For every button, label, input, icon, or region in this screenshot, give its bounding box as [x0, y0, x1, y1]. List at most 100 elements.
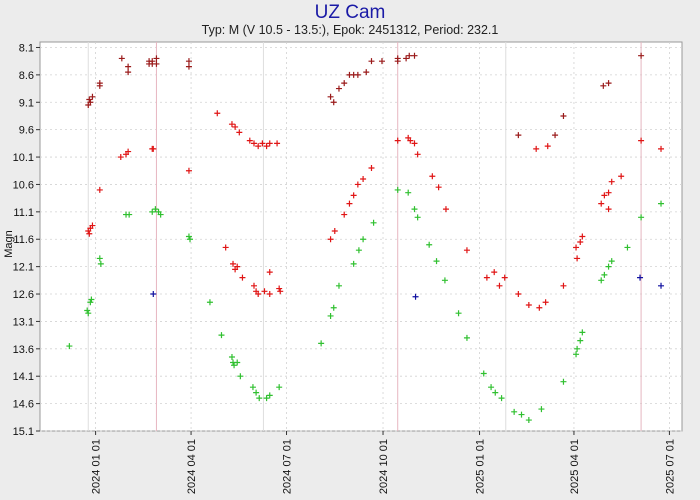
data-point [598, 277, 605, 284]
data-point [638, 214, 645, 221]
data-point [89, 222, 96, 229]
y-axis-label: Magn [3, 230, 15, 258]
data-point [330, 99, 337, 106]
data-point [501, 274, 508, 281]
data-point [185, 58, 192, 65]
data-point [350, 260, 357, 267]
x-tick-label: 2024 10 01 [378, 439, 390, 494]
data-point [185, 63, 192, 70]
data-point [360, 175, 367, 182]
data-point [153, 55, 160, 62]
y-tick-label: 10.1 [13, 152, 34, 164]
data-point [218, 332, 225, 339]
data-point [638, 52, 645, 59]
data-point [261, 288, 268, 295]
y-tick-label: 9.6 [19, 125, 34, 137]
data-point [605, 206, 612, 213]
y-tick-label: 12.6 [13, 289, 34, 301]
data-point [577, 337, 584, 344]
data-point [579, 233, 586, 240]
y-tick-label: 8.6 [19, 70, 34, 82]
data-point [222, 244, 229, 251]
data-point [149, 208, 156, 215]
data-point [407, 137, 414, 144]
data-point [608, 258, 615, 265]
data-point [577, 238, 584, 245]
x-tick-label: 2025 04 01 [569, 439, 581, 494]
chart-subtitle: Typ: M (V 10.5 - 13.5:), Epok: 2451312, … [202, 23, 499, 37]
data-point [360, 236, 367, 243]
data-point [346, 200, 353, 207]
x-axis-ticks: 2024 01 01 2024 04 01 2024 07 01 2024 10 01… [91, 431, 676, 494]
data-point [658, 282, 665, 289]
data-point [327, 312, 334, 319]
y-axis-ticks: 8.1 8.6 9.1 9.6 10.1 10.6 11.1 11.6 12.1 12.6 13.1… [13, 42, 40, 438]
data-point [433, 258, 440, 265]
data-point [511, 408, 518, 415]
data-point [126, 211, 133, 218]
y-tick-label: 13.6 [13, 344, 34, 356]
data-point [411, 52, 418, 59]
data-point [249, 384, 256, 391]
plot-area [39, 41, 683, 432]
data-point [96, 255, 103, 262]
data-point [266, 392, 273, 399]
data-point [480, 370, 487, 377]
data-point [492, 389, 499, 396]
data-point [97, 260, 104, 267]
y-tick-label: 11.6 [13, 234, 34, 246]
data-point [560, 282, 567, 289]
data-point [658, 200, 665, 207]
data-point [255, 143, 262, 150]
data-point [327, 93, 334, 100]
x-tick-label: 2025 01 01 [475, 439, 487, 494]
data-point [230, 260, 237, 267]
data-point [412, 293, 419, 300]
data-point [605, 189, 612, 196]
data-point [237, 373, 244, 380]
data-point [335, 282, 342, 289]
data-point [88, 296, 95, 303]
data-point [355, 247, 362, 254]
data-point [341, 211, 348, 218]
data-point [253, 389, 260, 396]
data-point [498, 395, 505, 402]
data-point [533, 145, 540, 152]
data-point [605, 263, 612, 270]
data-point [618, 173, 625, 180]
data-point [538, 406, 545, 413]
data-point [624, 244, 631, 251]
data-point [435, 184, 442, 191]
data-point [118, 55, 125, 62]
data-point [515, 291, 522, 298]
data-point [228, 354, 235, 361]
data-point [483, 274, 490, 281]
data-point [266, 140, 273, 147]
data-point [579, 329, 586, 336]
data-point [274, 140, 281, 147]
data-point [605, 80, 612, 87]
x-tick-label: 2024 04 01 [186, 439, 198, 494]
data-point [331, 228, 338, 235]
data-point [552, 132, 559, 139]
data-point [125, 148, 132, 155]
data-point [84, 307, 91, 314]
data-point [187, 236, 194, 243]
data-point [256, 395, 263, 402]
data-point [234, 263, 241, 270]
data-point [368, 58, 375, 65]
data-point [86, 96, 93, 103]
data-point [411, 140, 418, 147]
data-point [560, 378, 567, 385]
data-point [455, 310, 462, 317]
data-point [441, 277, 448, 284]
data-point [85, 310, 92, 317]
data-point [206, 299, 213, 306]
data-point [368, 165, 375, 172]
data-point [560, 112, 567, 119]
data-point [330, 304, 337, 311]
data-point [414, 151, 421, 158]
data-point [491, 269, 498, 276]
data-point [318, 340, 325, 347]
